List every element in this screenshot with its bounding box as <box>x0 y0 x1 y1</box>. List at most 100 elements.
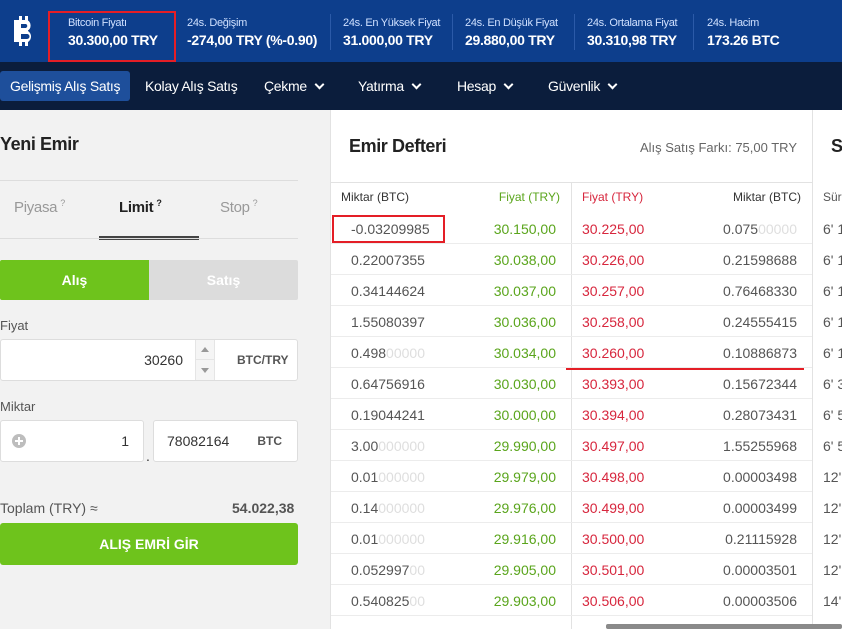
nav-security[interactable]: Güvenlik <box>548 71 618 101</box>
order-book-row[interactable]: 0.64756916 30.030,00 30.393,00 0.15672344 <box>331 368 813 399</box>
ask-amount: 0.00003499 <box>723 500 797 516</box>
ask-amount: 0.28073431 <box>723 407 797 423</box>
ticker-label: 24s. En Düşük Fiyat <box>465 17 558 29</box>
nav-account[interactable]: Hesap <box>457 71 514 101</box>
help-icon[interactable]: ? <box>156 198 162 208</box>
bid-price: 30.150,00 <box>493 221 556 237</box>
ticker-label: 24s. Değişim <box>187 17 247 29</box>
ask-amount: 0.00003506 <box>723 593 797 609</box>
ticker-value: 173.26 BTC <box>707 32 780 48</box>
amount-fraction-field[interactable]: 78082164 BTC <box>153 420 298 462</box>
tab-label: Limit <box>119 199 154 216</box>
ask-price: 30.394,00 <box>582 407 645 423</box>
ask-price: 30.497,00 <box>582 438 645 454</box>
bid-price: 30.030,00 <box>493 376 556 392</box>
plus-icon[interactable] <box>12 434 26 448</box>
amount-integer-input[interactable]: 1 <box>121 433 129 449</box>
help-icon[interactable]: ? <box>60 198 65 208</box>
bid-amount: 0.49800000 <box>351 345 425 361</box>
nav-advanced-trade[interactable]: Gelişmiş Alış Satış <box>0 71 131 101</box>
ticker-label: 24s. En Yüksek Fiyat <box>343 17 441 29</box>
caret-up-icon <box>201 347 209 352</box>
bid-amount: 0.22007355 <box>351 252 425 268</box>
column-header[interactable]: Fiyat (TRY) <box>582 190 644 204</box>
price-stepper <box>195 340 215 380</box>
ask-price: 30.225,00 <box>582 221 645 237</box>
ask-amount: 0.07500000 <box>723 221 797 237</box>
column-header[interactable]: Fiyat (TRY) <box>498 190 560 204</box>
horizontal-scrollbar[interactable] <box>606 624 842 629</box>
place-buy-order-button[interactable]: ALIŞ EMRİ GİR <box>0 523 298 565</box>
ticker-value: 29.880,00 TRY <box>465 32 555 48</box>
sell-side-button[interactable]: Satış <box>149 260 298 300</box>
order-book-row[interactable]: 0.01000000 29.916,00 30.500,00 0.21115928 <box>331 523 813 554</box>
highlight-annotation <box>48 11 176 62</box>
order-book-row[interactable]: 0.34144624 30.037,00 30.257,00 0.76468330 <box>331 275 813 306</box>
trade-time: 6' 1 <box>823 252 842 268</box>
column-header[interactable]: Miktar (BTC) <box>341 190 409 204</box>
order-book-row[interactable]: 0.19044241 30.000,00 30.394,00 0.28073431 <box>331 399 813 430</box>
price-input[interactable]: 30260 <box>144 352 183 368</box>
order-book-row[interactable]: 0.22007355 30.038,00 30.226,00 0.21598688 <box>331 244 813 275</box>
tab-stop[interactable]: Stop? <box>220 198 258 216</box>
total-value: 54.022,38 <box>232 500 295 516</box>
spread-info: Alış Satış Farkı: 75,00 TRY <box>639 140 797 155</box>
order-book-row[interactable]: -0.03209985 30.150,00 30.225,00 0.07500000 <box>331 213 813 244</box>
ticker-value: -274,00 TRY (%-0.90) <box>187 32 318 48</box>
highlight-annotation <box>332 215 445 243</box>
bid-amount: 0.34144624 <box>351 283 425 299</box>
ask-price: 30.500,00 <box>582 531 645 547</box>
column-header[interactable]: Miktar (BTC) <box>733 190 801 204</box>
tab-limit[interactable]: Limit? <box>119 198 162 216</box>
help-icon[interactable]: ? <box>252 198 258 208</box>
ticker-value: 30.300,00 TRY <box>68 32 158 48</box>
trade-time: 12' <box>823 562 842 578</box>
bid-amount: 0.14000000 <box>351 500 425 516</box>
nav-label: Hesap <box>457 78 496 94</box>
order-book-row[interactable]: 0.05299700 29.905,00 30.501,00 0.00003501 <box>331 554 813 585</box>
bitcoin-logo[interactable] <box>0 0 50 62</box>
order-book-row[interactable]: 0.54082500 29.903,00 30.506,00 0.00003506 <box>331 585 813 616</box>
main-nav: Gelişmiş Alış Satış Kolay Alış Satış Çek… <box>0 62 842 110</box>
bid-amount: -0.03209985 <box>351 221 430 237</box>
tab-label: Stop <box>220 199 250 216</box>
order-book-row[interactable]: 1.55080397 30.036,00 30.258,00 0.24555415 <box>331 306 813 337</box>
bid-amount: 0.01000000 <box>351 531 425 547</box>
decrement-button[interactable] <box>196 360 214 380</box>
nav-deposit[interactable]: Yatırma <box>358 71 422 101</box>
price-unit: BTC/TRY <box>237 353 289 367</box>
tab-market[interactable]: Piyasa? <box>14 198 65 216</box>
ask-price: 30.260,00 <box>582 345 645 361</box>
nav-easy-trade[interactable]: Kolay Alış Satış <box>145 71 238 101</box>
ask-amount: 0.24555415 <box>723 314 797 330</box>
ticker-24h-volume: 24s. Hacim 173.26 BTC <box>707 17 780 48</box>
ask-price: 30.498,00 <box>582 469 645 485</box>
column-header: Sür <box>823 190 842 204</box>
buy-side-button[interactable]: Alış <box>0 260 149 300</box>
bid-amount: 1.55080397 <box>351 314 425 330</box>
order-book-row[interactable]: 0.01000000 29.979,00 30.498,00 0.00003498 <box>331 461 813 492</box>
price-field[interactable]: 30260 BTC/TRY <box>0 339 298 381</box>
ticker-24h-change: 24s. Değişim -274,00 TRY (%-0.90) <box>187 17 317 48</box>
amount-fraction-input[interactable]: 78082164 <box>167 433 230 449</box>
ask-price: 30.499,00 <box>582 500 645 516</box>
bid-price: 29.976,00 <box>493 500 556 516</box>
order-book-row[interactable]: 3.00000000 29.990,00 30.497,00 1.55255968 <box>331 430 813 461</box>
chevron-down-icon <box>314 79 325 90</box>
panel-title: So <box>831 136 842 156</box>
ask-price: 30.257,00 <box>582 283 645 299</box>
trade-time: 6' 5 <box>823 407 842 423</box>
trade-time: 12' <box>823 500 842 516</box>
nav-withdraw[interactable]: Çekme <box>264 71 325 101</box>
amount-integer-field[interactable]: 1 <box>0 420 144 462</box>
bid-amount: 0.05299700 <box>351 562 425 578</box>
chevron-down-icon <box>411 79 422 90</box>
chevron-down-icon <box>503 79 514 90</box>
order-book-row[interactable]: 0.14000000 29.976,00 30.499,00 0.00003499 <box>331 492 813 523</box>
bitcoin-icon <box>14 16 32 46</box>
increment-button[interactable] <box>196 340 214 360</box>
ticker-label: 24s. Hacim <box>707 17 760 29</box>
ask-amount: 0.76468330 <box>723 283 797 299</box>
order-book-row[interactable]: 0.49800000 30.034,00 30.260,00 0.10886873 <box>331 337 813 368</box>
panel-title: Emir Defteri <box>349 136 447 156</box>
